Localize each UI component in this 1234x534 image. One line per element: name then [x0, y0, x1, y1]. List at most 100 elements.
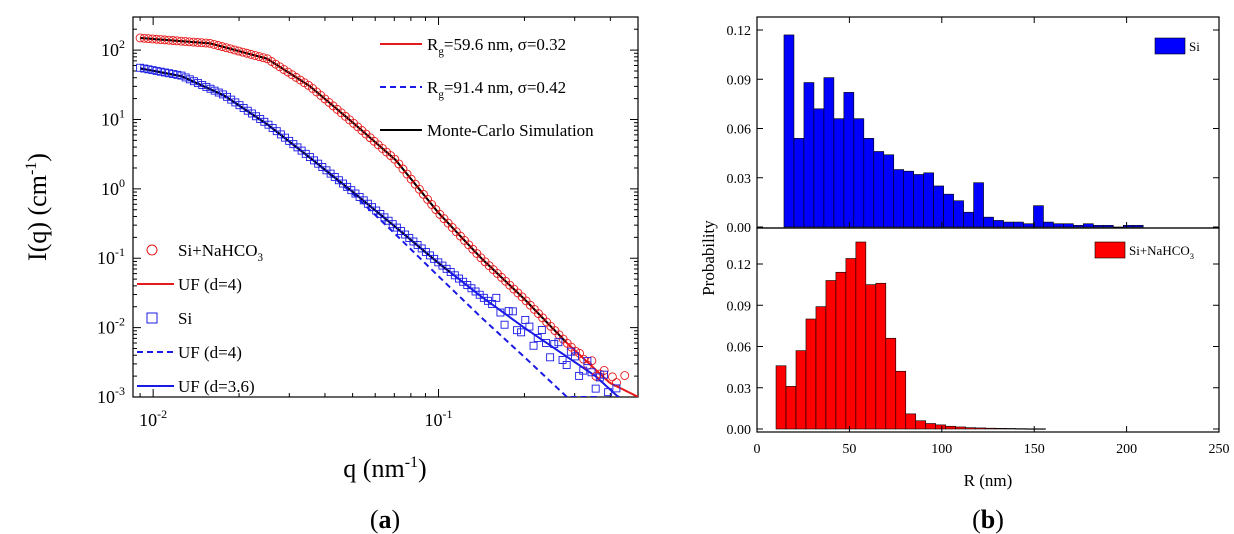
bar-si-nahco3 [865, 284, 877, 430]
bar-si [1103, 225, 1114, 228]
legend-label: UF (d=4) [178, 275, 242, 294]
data-point-si-nahco3 [246, 49, 256, 59]
bar-si [903, 170, 915, 228]
data-point-si [235, 101, 244, 110]
bar-si [973, 182, 984, 228]
y-tick-label: 0.12 [727, 258, 752, 273]
data-point-si [144, 65, 153, 74]
y-tick-label: 10-3 [97, 384, 125, 407]
data-point-si [612, 384, 621, 393]
y-tick-label: 10-2 [97, 315, 125, 338]
x-tick-label: 50 [842, 442, 856, 457]
bar-si [1073, 225, 1084, 228]
bar-si [1043, 221, 1054, 228]
bar-si [933, 185, 944, 228]
bar-si-nahco3 [835, 271, 847, 430]
bar-si-nahco3 [1035, 428, 1046, 430]
legend-label: Rg=91.4 nm, σ=0.42 [427, 78, 566, 101]
legend-label: Monte-Carlo Simulation [427, 121, 594, 140]
data-point-si [521, 315, 530, 324]
bar-si-nahco3 [945, 425, 956, 430]
data-point-si [214, 88, 223, 97]
bar-si-nahco3 [925, 423, 936, 430]
bar-si [1003, 221, 1014, 228]
data-point-si [554, 338, 563, 347]
data-point-si-nahco3 [620, 371, 630, 380]
bar-si-nahco3 [855, 241, 867, 430]
legend-label: UF (d=4) [178, 343, 242, 362]
data-point-si [198, 81, 207, 89]
x-tick-label: 10-2 [139, 407, 167, 430]
data-point-si [160, 68, 169, 77]
x-tick-label: 200 [1116, 442, 1137, 457]
data-point-si [566, 347, 575, 356]
bar-si [793, 138, 805, 228]
bar-si [943, 193, 954, 228]
bar-si [843, 92, 855, 228]
monte-carlo-curve-si [139, 67, 451, 274]
data-point-si-nahco3 [570, 346, 580, 356]
panel-b-y-axis-label: Probability [699, 220, 718, 296]
data-point-si [173, 70, 182, 79]
data-point-si [231, 98, 240, 107]
data-point-si [488, 300, 497, 308]
data-point-si [185, 75, 194, 84]
data-point-si [591, 384, 600, 393]
legend-marker-circle [146, 244, 158, 256]
y-tick-label: 0.03 [727, 172, 752, 187]
data-point-si [595, 373, 604, 382]
panel-a-label: (a) [370, 505, 400, 534]
bar-si [853, 118, 865, 228]
data-point-si [156, 67, 165, 76]
data-point-si-nahco3 [213, 41, 223, 50]
y-tick-label: 0.00 [727, 221, 752, 236]
data-point-si-nahco3 [575, 348, 584, 358]
data-point-si [496, 308, 505, 317]
panel-a-plot-frame [132, 16, 639, 398]
bar-si-nahco3 [975, 427, 986, 430]
legend-label-si: Si [1189, 39, 1200, 54]
data-point-si-nahco3 [238, 47, 248, 57]
legend-label: Rg=59.6 nm, σ=0.32 [427, 35, 566, 58]
data-point-si [181, 73, 190, 82]
bar-si [883, 154, 895, 228]
panel-b-bottom-plot-frame [756, 227, 1220, 433]
bar-si [1023, 223, 1034, 228]
bar-si-nahco3 [815, 306, 827, 430]
x-tick-label: 10-1 [425, 407, 453, 430]
panel-a-legend-data: Si+NaHCO3 UF (d=4) Si UF (d=4) UF (d=3.6) [137, 241, 263, 396]
data-point-si [177, 71, 186, 80]
data-point-si [575, 371, 584, 380]
data-point-si [546, 353, 555, 362]
bar-si [1093, 225, 1104, 228]
data-point-si [525, 322, 534, 331]
panel-a-legend-fits: Rg=59.6 nm, σ=0.32 Rg=91.4 nm, σ=0.42 Mont… [380, 35, 594, 140]
bar-si [1013, 221, 1024, 228]
data-point-si [587, 368, 596, 377]
data-point-si-nahco3 [258, 53, 268, 63]
panel-b-label: (b) [972, 505, 1004, 534]
data-point-si [165, 69, 174, 78]
data-point-si [206, 84, 215, 93]
data-point-si [136, 63, 145, 72]
data-point-si [152, 66, 161, 75]
bar-si [1033, 205, 1044, 228]
data-point-si [148, 66, 157, 75]
data-point-si [227, 95, 236, 104]
data-point-si [513, 326, 521, 335]
y-tick-label: 100 [101, 176, 125, 199]
data-point-si [260, 117, 269, 126]
legend-swatch-si-nahco3 [1094, 241, 1126, 259]
data-point-si [140, 64, 149, 73]
bar-si-nahco3 [935, 424, 946, 430]
data-point-si [223, 92, 232, 101]
data-point-si [537, 326, 546, 334]
data-point-si [218, 90, 227, 99]
data-point-si [194, 79, 203, 88]
data-point-si-nahco3 [254, 52, 264, 62]
bar-si-nahco3 [845, 258, 857, 430]
data-point-si-nahco3 [250, 51, 260, 60]
size-distribution-chart: 0.00 0.03 0.06 0.09 0.12 0.00 0.03 0.06 0.09 0.12… [699, 16, 1230, 490]
bar-si-nahco3 [805, 318, 817, 430]
